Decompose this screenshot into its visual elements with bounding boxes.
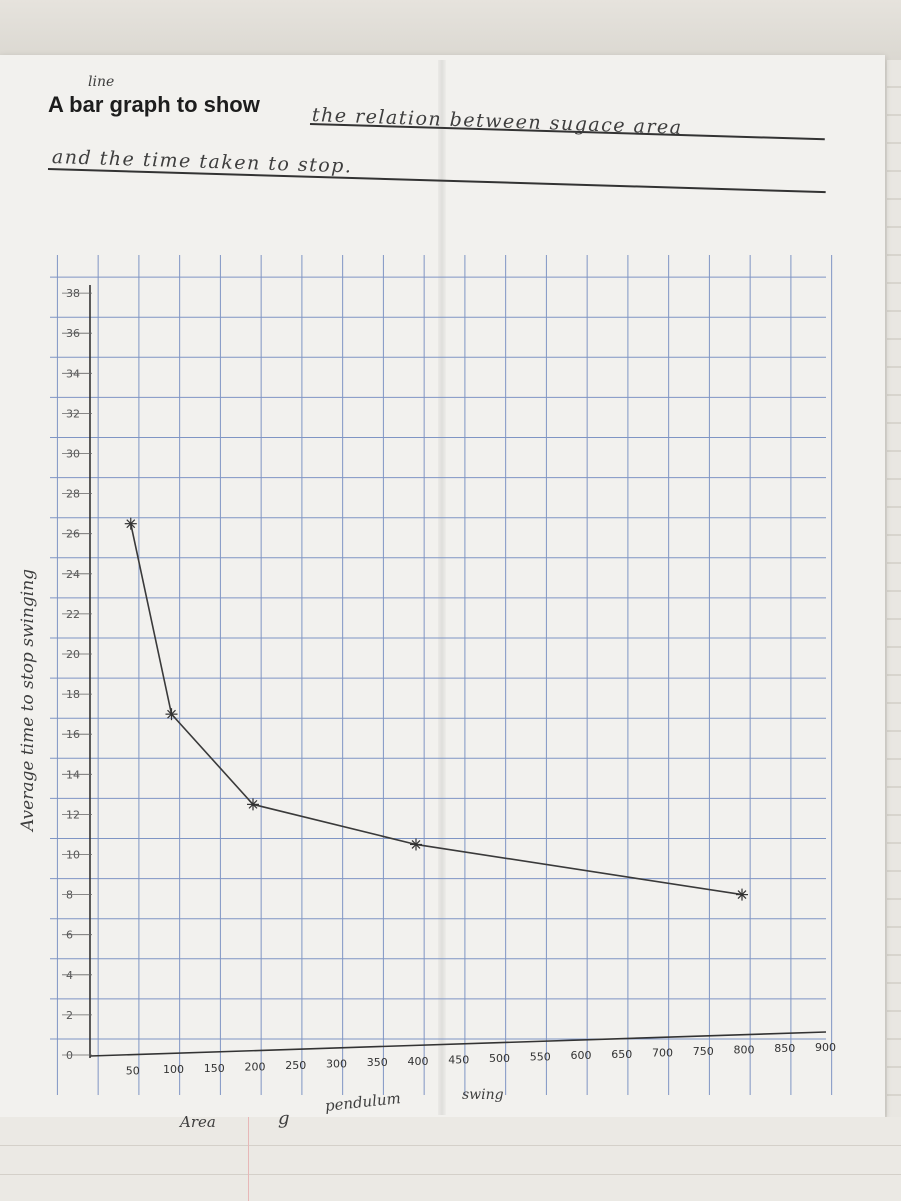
- data-point-marker: [410, 838, 422, 851]
- y-tick-label: 12: [66, 808, 80, 821]
- x-tick-label: 350: [367, 1056, 388, 1069]
- paper-fold: [438, 60, 446, 1115]
- y-tick-label: 4: [66, 969, 73, 982]
- y-tick-label: 28: [66, 488, 80, 501]
- x-tick-label: 300: [326, 1058, 347, 1071]
- x-tick-label: 500: [489, 1052, 510, 1065]
- lined-paper-below: [0, 1117, 901, 1201]
- y-tick-label: 8: [66, 889, 73, 902]
- x-tick-label: 450: [448, 1053, 469, 1066]
- x-tick-label: 400: [408, 1055, 429, 1068]
- y-tick-label: 0: [66, 1049, 73, 1062]
- x-tick-label: 250: [285, 1059, 306, 1072]
- x-axis-label-of: g: [278, 1108, 290, 1129]
- y-tick-label: 16: [66, 728, 80, 741]
- x-tick-label: 900: [815, 1041, 836, 1054]
- y-tick-label: 24: [66, 568, 80, 581]
- grid: [50, 255, 833, 1095]
- y-tick-label: 22: [66, 608, 80, 621]
- x-axis-line: [89, 1031, 827, 1057]
- data-point-marker: [124, 517, 137, 530]
- x-tick-label: 150: [204, 1062, 225, 1075]
- y-tick-label: 6: [66, 929, 73, 942]
- series: [124, 517, 748, 901]
- inserted-word: line: [88, 74, 115, 90]
- x-tick-label: 550: [530, 1051, 551, 1064]
- data-point-marker: [247, 798, 259, 811]
- x-tick-label: 200: [245, 1060, 266, 1073]
- x-axis-label-area: Area: [180, 1113, 216, 1131]
- y-tick-label: 34: [66, 367, 80, 380]
- x-tick-label: 800: [734, 1044, 755, 1057]
- y-axis-label: Average time to stop swinging: [18, 568, 38, 832]
- x-tick-label: 750: [693, 1045, 714, 1058]
- x-tick-label: 700: [652, 1046, 673, 1059]
- worksheet: [0, 55, 885, 1117]
- x-tick-label: 650: [611, 1048, 632, 1061]
- printed-title: A bar graph to show: [48, 92, 260, 117]
- data-point-marker: [736, 888, 748, 901]
- x-tick-label: 50: [126, 1065, 140, 1078]
- x-axis-label-swing: swing: [462, 1087, 504, 1103]
- y-tick-label: 10: [66, 849, 80, 862]
- x-tick-label: 100: [163, 1063, 184, 1076]
- y-tick-label: 36: [66, 327, 80, 340]
- y-tick-label: 38: [66, 287, 80, 300]
- y-tick-label: 18: [66, 688, 80, 701]
- y-tick-label: 26: [66, 528, 80, 541]
- background-page-edge: [887, 60, 901, 1150]
- x-tick-label: 850: [774, 1042, 795, 1055]
- y-tick-label: 20: [66, 648, 80, 661]
- data-point-marker: [165, 708, 178, 721]
- y-tick-label: 32: [66, 407, 80, 420]
- x-ticks: 50 100 150 200 250 300 350 400 450 500 550 600 650 70…: [126, 1041, 836, 1078]
- y-tick-label: 2: [66, 1009, 73, 1022]
- x-tick-label: 600: [571, 1049, 592, 1062]
- y-tick-label: 14: [66, 768, 80, 781]
- margin-line: [248, 1117, 249, 1201]
- y-tick-label: 30: [66, 448, 80, 461]
